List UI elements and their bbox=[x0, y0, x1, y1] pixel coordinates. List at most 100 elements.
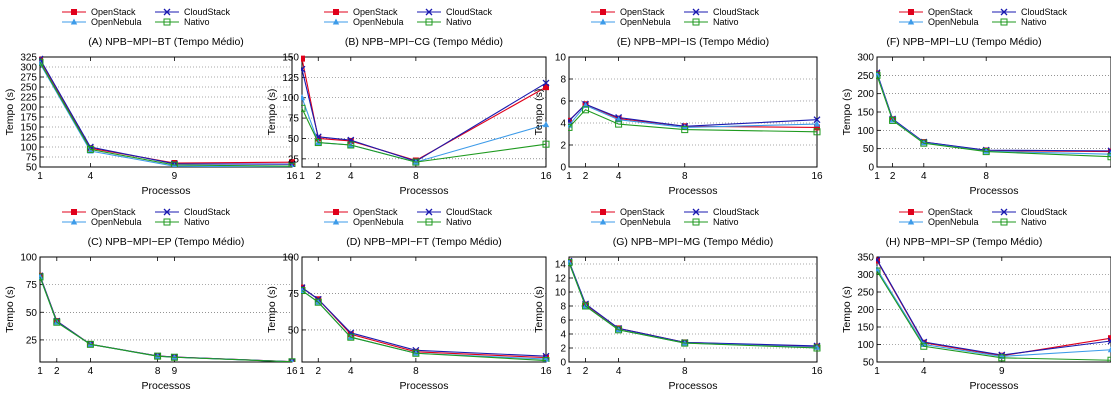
y-tick-label: 4 bbox=[560, 119, 566, 130]
series-line-cloudstack bbox=[301, 69, 547, 162]
series-line-openstack bbox=[301, 287, 547, 359]
y-tick-label: 250 bbox=[857, 288, 874, 299]
y-axis-label: Tempo (s) bbox=[4, 89, 16, 136]
chart-legend: OpenStack CloudStack OpenNebula Nativo bbox=[899, 207, 1068, 227]
plot-frame bbox=[39, 56, 293, 168]
x-tick-label: 4 bbox=[348, 366, 354, 377]
x-tick-label: 1 bbox=[37, 366, 43, 377]
legend-label-openstack: OpenStack bbox=[928, 207, 973, 217]
chart-title: (H) NPB−MPI−SP (Tempo Médio) bbox=[886, 236, 1043, 248]
y-tick-label: 75 bbox=[26, 153, 38, 164]
y-tick-label: 50 bbox=[26, 308, 38, 319]
chart-title: (G) NPB−MPI−MG (Tempo Médio) bbox=[613, 236, 773, 248]
data-point-opennebula bbox=[813, 120, 821, 127]
chart-panel-5: OpenStack CloudStack OpenNebula Nativo (C) N… bbox=[4, 207, 298, 392]
y-tick-label: 0 bbox=[868, 163, 874, 174]
x-tick-label: 4 bbox=[921, 171, 927, 182]
y-tick-label: 125 bbox=[20, 133, 37, 144]
data-point-nativo bbox=[314, 298, 322, 306]
y-tick-label: 50 bbox=[288, 325, 300, 336]
legend-marker-nativo bbox=[692, 18, 700, 26]
series-line-nativo bbox=[876, 75, 1111, 158]
data-point-nativo bbox=[920, 342, 928, 350]
plot-frame bbox=[301, 256, 547, 363]
y-tick-label: 75 bbox=[288, 114, 300, 125]
data-point-openstack bbox=[568, 117, 572, 124]
legend-marker-nativo bbox=[425, 218, 433, 226]
data-point-nativo bbox=[615, 120, 623, 128]
legend-marker-nativo bbox=[1000, 18, 1008, 26]
legend-label-openstack: OpenStack bbox=[91, 7, 136, 17]
series-line-opennebula bbox=[39, 276, 293, 362]
x-axis-label: Processos bbox=[399, 380, 448, 392]
data-point-nativo bbox=[542, 357, 550, 362]
x-tick-label: 4 bbox=[616, 366, 622, 377]
data-point-nativo bbox=[1107, 153, 1111, 161]
chart-title: (A) NPB−MPI−BT (Tempo Médio) bbox=[88, 36, 244, 48]
series-line-nativo bbox=[39, 61, 293, 167]
legend-marker-cloudstack bbox=[692, 8, 700, 16]
y-tick-label: 100 bbox=[857, 340, 874, 351]
y-axis-label: Tempo (s) bbox=[4, 286, 16, 333]
y-tick-label: 75 bbox=[288, 289, 300, 300]
legend-label-openstack: OpenStack bbox=[353, 207, 398, 217]
chart-legend: OpenStack CloudStack OpenNebula Nativo bbox=[324, 207, 493, 227]
series-group bbox=[301, 55, 550, 166]
chart-legend: OpenStack CloudStack OpenNebula Nativo bbox=[591, 207, 760, 227]
data-point-opennebula bbox=[290, 358, 294, 362]
series-line-openstack bbox=[301, 58, 547, 162]
y-tick-label: 8 bbox=[560, 75, 566, 86]
plot-frame bbox=[39, 256, 293, 363]
x-tick-label: 16 bbox=[540, 366, 552, 377]
y-tick-label: 25 bbox=[26, 335, 38, 346]
series-line-nativo bbox=[301, 290, 547, 362]
y-tick-label: 200 bbox=[857, 305, 874, 316]
data-point-nativo bbox=[301, 287, 306, 295]
chart-panel-8: OpenStack CloudStack OpenNebula Nativo (H) N… bbox=[841, 207, 1111, 392]
y-tick-label: 50 bbox=[863, 358, 875, 369]
data-point-openstack bbox=[301, 55, 305, 62]
chart-panel-7: OpenStack CloudStack OpenNebula Nativo (G) N… bbox=[533, 207, 823, 392]
series-group bbox=[39, 55, 296, 167]
data-point-opennebula bbox=[1107, 346, 1111, 353]
y-tick-label: 50 bbox=[26, 163, 38, 174]
x-tick-label: 4 bbox=[348, 171, 354, 182]
data-point-nativo bbox=[615, 326, 623, 334]
legend-marker-opennebula bbox=[907, 18, 915, 25]
x-tick-label: 9 bbox=[172, 171, 178, 182]
y-tick-label: 125 bbox=[282, 73, 299, 84]
legend-label-opennebula: OpenNebula bbox=[353, 17, 404, 27]
y-tick-label: 250 bbox=[857, 71, 874, 82]
legend-marker-opennebula bbox=[70, 18, 78, 25]
legend-label-opennebula: OpenNebula bbox=[91, 17, 142, 27]
chart-legend: OpenStack CloudStack OpenNebula Nativo bbox=[62, 7, 231, 27]
legend-label-openstack: OpenStack bbox=[928, 7, 973, 17]
x-tick-label: 16 bbox=[811, 171, 823, 182]
legend-marker-nativo bbox=[163, 18, 171, 26]
x-axis-label: Processos bbox=[969, 185, 1018, 197]
x-tick-label: 8 bbox=[682, 171, 688, 182]
y-tick-label: 200 bbox=[857, 89, 874, 100]
data-point-nativo bbox=[542, 140, 550, 148]
data-point-nativo bbox=[998, 354, 1006, 362]
data-point-cloudstack bbox=[813, 116, 821, 124]
data-point-nativo bbox=[982, 148, 990, 156]
y-axis-label: Tempo (s) bbox=[841, 286, 853, 333]
y-tick-label: 100 bbox=[857, 126, 874, 137]
x-tick-label: 2 bbox=[583, 171, 589, 182]
data-point-openstack bbox=[1108, 335, 1111, 342]
y-axis-label: Tempo (s) bbox=[266, 89, 278, 136]
series-line-nativo bbox=[39, 276, 293, 362]
chart-title: (C) NPB−MPI−EP (Tempo Médio) bbox=[88, 236, 245, 248]
x-tick-label: 8 bbox=[983, 171, 989, 182]
legend-label-opennebula: OpenNebula bbox=[353, 217, 404, 227]
data-point-opennebula bbox=[301, 94, 306, 101]
chart-title: (F) NPB−MPI−LU (Tempo Médio) bbox=[886, 36, 1041, 48]
series-group bbox=[568, 257, 821, 352]
legend-label-cloudstack: CloudStack bbox=[1021, 7, 1068, 17]
series-line-openstack bbox=[876, 73, 1111, 153]
x-tick-label: 2 bbox=[583, 366, 589, 377]
series-group bbox=[568, 100, 821, 136]
y-tick-label: 2 bbox=[560, 141, 566, 152]
chart-panel-2: OpenStack CloudStack OpenNebula Nativo (B) N… bbox=[266, 7, 552, 197]
